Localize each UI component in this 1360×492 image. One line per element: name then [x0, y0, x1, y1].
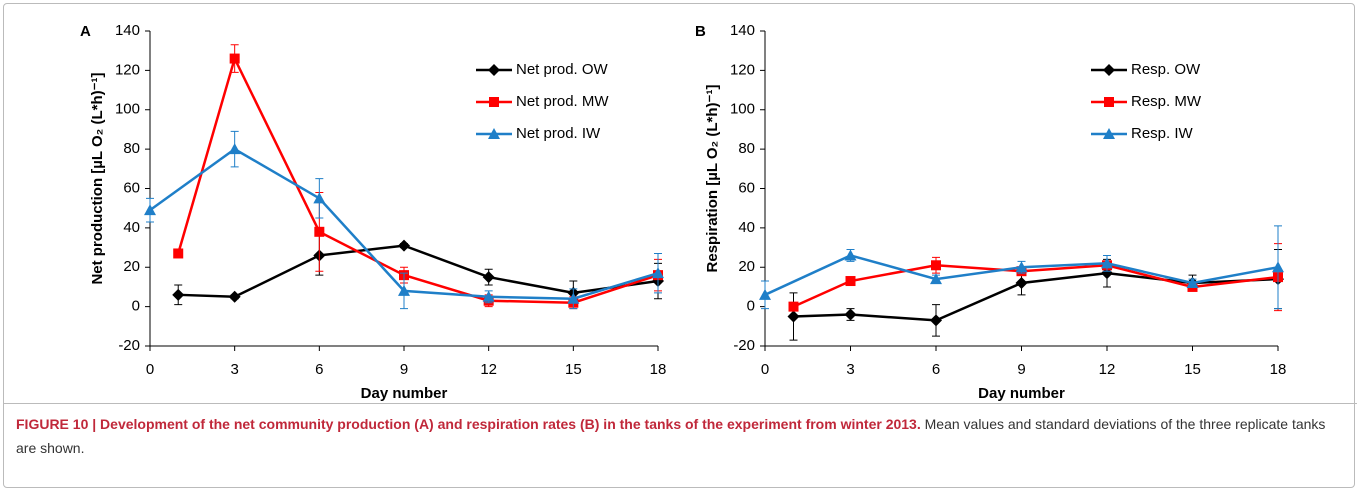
y-tick-label: -20 — [118, 337, 140, 354]
x-tick-label: 15 — [565, 361, 582, 378]
marker — [228, 143, 241, 155]
marker — [482, 290, 495, 302]
marker — [652, 267, 664, 279]
marker — [759, 288, 771, 300]
marker — [1015, 277, 1028, 289]
y-tick-label: 80 — [123, 140, 140, 157]
marker — [398, 284, 410, 296]
y-tick-label: 120 — [730, 61, 755, 78]
x-tick-label: 15 — [1184, 361, 1201, 378]
x-tick-label: 9 — [1017, 361, 1025, 378]
y-tick-label: 40 — [123, 219, 140, 236]
marker — [228, 290, 241, 303]
marker — [930, 314, 942, 327]
marker — [172, 288, 185, 301]
y-axis-label: Respiration [µL O₂ (L*h)⁻¹] — [704, 85, 721, 273]
marker — [313, 192, 326, 204]
y-tick-label: 140 — [115, 22, 140, 39]
x-tick-label: 3 — [846, 361, 854, 378]
x-tick-label: 6 — [932, 361, 940, 378]
legend-marker — [489, 97, 499, 107]
y-tick-label: 0 — [132, 298, 140, 315]
y-tick-label: 20 — [123, 258, 140, 275]
legend-marker — [1104, 97, 1114, 107]
marker — [1015, 261, 1028, 273]
marker — [788, 301, 799, 312]
y-tick-label: 100 — [730, 101, 755, 118]
marker — [567, 292, 580, 304]
y-tick-label: 100 — [115, 101, 140, 118]
marker — [314, 226, 325, 237]
marker — [1101, 257, 1113, 269]
marker — [844, 308, 857, 321]
y-tick-label: 60 — [738, 179, 755, 196]
separator — [3, 403, 1357, 404]
x-tick-label: 12 — [1099, 361, 1116, 378]
caption-text: Mean values and standard deviations of t… — [16, 416, 1326, 456]
x-tick-label: 18 — [1270, 361, 1287, 378]
legend-marker — [488, 64, 500, 76]
legend-label: Net prod. MW — [516, 93, 609, 110]
x-tick-label: 0 — [146, 361, 154, 378]
x-tick-label: 12 — [480, 361, 497, 378]
x-axis-label: Day number — [361, 385, 448, 402]
marker — [930, 273, 942, 285]
x-tick-label: 0 — [761, 361, 769, 378]
legend-label: Net prod. IW — [516, 125, 601, 142]
y-tick-label: 140 — [730, 22, 755, 39]
panel-label: A — [80, 23, 91, 40]
x-tick-label: 3 — [230, 361, 238, 378]
caption: FIGURE 10 | Development of the net commu… — [16, 412, 1336, 460]
legend-label: Resp. MW — [1131, 93, 1202, 110]
x-tick-label: 9 — [400, 361, 408, 378]
y-tick-label: 40 — [738, 219, 755, 236]
x-tick-label: 6 — [315, 361, 323, 378]
y-tick-label: 0 — [747, 298, 755, 315]
legend-label: Resp. IW — [1131, 125, 1194, 142]
legend-marker — [488, 128, 500, 139]
y-axis-label: Net production [µL O₂ (L*h)⁻¹] — [89, 72, 106, 284]
y-tick-label: -20 — [733, 337, 755, 354]
marker — [482, 271, 495, 284]
marker — [845, 276, 856, 287]
marker — [844, 249, 857, 261]
marker — [1272, 261, 1284, 273]
legend-label: Net prod. OW — [516, 61, 609, 78]
series-line — [792, 264, 1279, 308]
legend-label: Resp. OW — [1131, 61, 1201, 78]
marker — [1186, 277, 1199, 288]
marker — [787, 310, 800, 323]
x-axis-label: Day number — [978, 385, 1065, 402]
marker — [173, 248, 184, 259]
legend-marker — [1103, 128, 1115, 139]
y-tick-label: 60 — [123, 179, 140, 196]
marker — [229, 53, 240, 64]
marker — [144, 204, 156, 216]
y-tick-label: 80 — [738, 140, 755, 157]
marker — [931, 260, 941, 271]
series-line — [178, 244, 659, 299]
x-tick-label: 18 — [650, 361, 667, 378]
y-tick-label: 120 — [115, 61, 140, 78]
caption-title: FIGURE 10 | Development of the net commu… — [16, 416, 921, 432]
y-tick-label: 20 — [738, 258, 755, 275]
legend-marker — [1103, 64, 1115, 76]
panel-label: B — [695, 23, 706, 40]
figure-border — [3, 3, 1355, 488]
marker — [398, 239, 410, 252]
